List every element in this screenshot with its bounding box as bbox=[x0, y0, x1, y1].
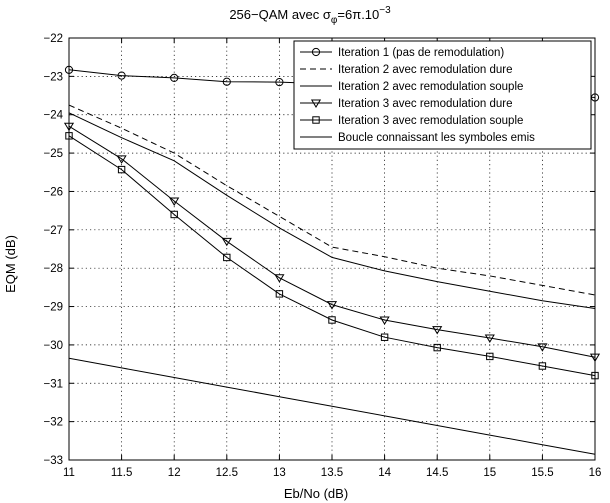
plot-frame bbox=[68, 37, 596, 461]
legend-item: Iteration 2 avec remodulation souple bbox=[300, 81, 523, 93]
data-point-square bbox=[328, 316, 336, 324]
x-tick-label: 15 bbox=[483, 467, 496, 479]
y-tick-label: −23 bbox=[43, 71, 63, 83]
data-point-circle bbox=[311, 47, 321, 57]
data-point-square bbox=[117, 165, 126, 174]
series-line bbox=[68, 125, 596, 358]
y-tick-label: −22 bbox=[43, 33, 63, 45]
y-axis-label: EQM (dB) bbox=[3, 235, 18, 293]
data-point-triangle bbox=[484, 334, 495, 343]
data-point-triangle bbox=[169, 197, 180, 207]
legend-item: Iteration 3 avec remodulation souple bbox=[300, 115, 523, 127]
data-point-square bbox=[170, 210, 178, 219]
y-tick-label: −28 bbox=[43, 263, 63, 275]
legend-item: Iteration 3 avec remodulation dure bbox=[300, 98, 513, 110]
legend-label: Iteration 1 (pas de remodulation) bbox=[338, 47, 504, 59]
x-tick-label: 11.5 bbox=[111, 467, 133, 479]
chart-title: 256−QAM avec σφ=6π.10−3 bbox=[229, 5, 391, 26]
data-point-square bbox=[433, 343, 441, 352]
y-tick-label: −30 bbox=[43, 340, 63, 352]
series-line bbox=[68, 135, 596, 377]
y-tick-label: −25 bbox=[43, 148, 63, 160]
x-tick-label: 16 bbox=[589, 467, 602, 479]
series-6 bbox=[68, 357, 596, 455]
data-point-triangle bbox=[537, 343, 548, 352]
legend-label: Iteration 2 avec remodulation dure bbox=[338, 64, 513, 76]
data-point-circle bbox=[117, 71, 126, 80]
legend-item: Iteration 2 avec remodulation dure bbox=[300, 64, 513, 76]
plot-area bbox=[63, 65, 601, 455]
data-point-square bbox=[223, 253, 231, 262]
legend-box bbox=[293, 40, 592, 150]
data-point-triangle bbox=[326, 301, 338, 310]
data-point-square bbox=[486, 352, 494, 361]
legend-item: Iteration 1 (pas de remodulation) bbox=[300, 47, 504, 59]
y-tick-label: −26 bbox=[43, 186, 63, 198]
series-3 bbox=[68, 112, 596, 309]
data-point-square bbox=[312, 116, 320, 124]
y-tick-label: −33 bbox=[43, 455, 63, 467]
x-tick-label: 11 bbox=[63, 467, 75, 479]
series-line bbox=[68, 357, 596, 455]
x-tick-label: 13.5 bbox=[321, 467, 343, 479]
series-line bbox=[68, 112, 596, 309]
data-point-circle bbox=[222, 77, 231, 86]
data-point-circle bbox=[275, 78, 284, 87]
legend-label: Boucle connaissant les symboles emis bbox=[338, 132, 535, 144]
y-tick-label: −31 bbox=[43, 378, 63, 390]
x-tick-label: 13 bbox=[273, 467, 286, 479]
ticks: 11 11.5 12 12.5 13 13.5 14 14.5 15 15.5 16 −22 −23 −2… bbox=[43, 33, 601, 479]
chart-title-suffix: =6π.10 bbox=[337, 7, 379, 22]
data-point-triangle bbox=[310, 99, 322, 108]
data-point-circle bbox=[170, 73, 179, 82]
chart-title-subscript: φ bbox=[331, 15, 338, 26]
data-point-triangle bbox=[379, 316, 390, 325]
data-point-square bbox=[380, 333, 389, 341]
y-tick-label: −27 bbox=[43, 225, 63, 237]
x-tick-label: 15.5 bbox=[531, 467, 553, 479]
data-point-square bbox=[538, 362, 547, 370]
data-point-triangle bbox=[274, 274, 285, 283]
x-tick-label: 14.5 bbox=[426, 467, 448, 479]
grid bbox=[69, 38, 595, 460]
y-tick-label: −32 bbox=[43, 417, 63, 429]
series-4 bbox=[63, 122, 601, 363]
data-point-triangle bbox=[432, 326, 443, 335]
x-tick-label: 12 bbox=[168, 467, 181, 479]
data-point-triangle bbox=[116, 155, 127, 164]
chart-title-prefix: 256−QAM avec σ bbox=[229, 7, 331, 22]
x-tick-label: 14 bbox=[378, 467, 391, 479]
x-axis-label: Eb/No (dB) bbox=[284, 486, 348, 501]
legend-label: Iteration 2 avec remodulation souple bbox=[338, 81, 523, 93]
data-point-triangle bbox=[221, 237, 232, 247]
y-tick-label: −29 bbox=[43, 302, 63, 314]
legend-label: Iteration 3 avec remodulation souple bbox=[338, 115, 523, 127]
legend-label: Iteration 3 avec remodulation dure bbox=[338, 98, 513, 110]
legend-item: Boucle connaissant les symboles emis bbox=[300, 132, 535, 144]
y-tick-label: −24 bbox=[43, 110, 63, 122]
x-tick-label: 12.5 bbox=[216, 467, 238, 479]
legend: Iteration 1 (pas de remodulation) Iterati… bbox=[293, 40, 592, 150]
data-point-square bbox=[275, 290, 284, 298]
series-5 bbox=[65, 132, 599, 380]
chart-title-exponent: −3 bbox=[379, 5, 391, 16]
